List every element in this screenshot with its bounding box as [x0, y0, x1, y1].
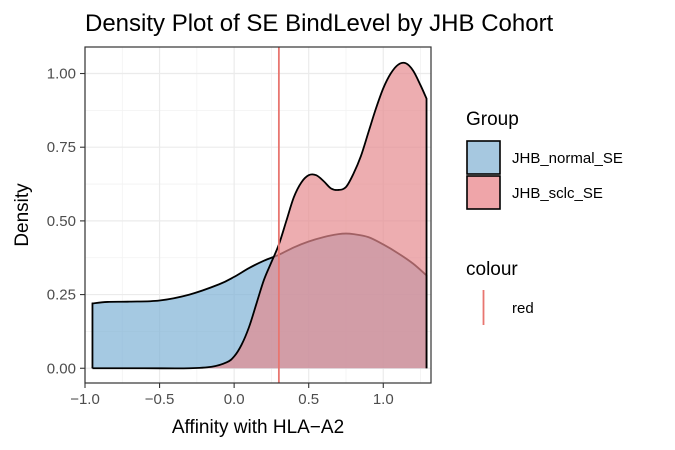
- y-axis-title: Density: [12, 183, 33, 247]
- x-tick-label: 0.0: [224, 391, 245, 408]
- x-tick-label: −0.5: [145, 391, 175, 408]
- x-tick-label: 1.0: [373, 391, 394, 408]
- panel-border: [84, 46, 432, 384]
- legend-key-normal: [466, 140, 501, 175]
- y-tick-label: 0.25: [47, 287, 76, 304]
- y-axis: 0.00 0.25 0.50 0.75 1.00: [47, 66, 85, 377]
- density-area-sclc: [92, 62, 427, 369]
- plot-panel: [84, 46, 432, 384]
- legend-title-colour: colour: [466, 259, 518, 280]
- legend-key-sclc: [466, 175, 501, 210]
- density-curve-sclc: [91, 61, 428, 370]
- x-axis-title: Affinity with HLA−A2: [172, 417, 344, 438]
- y-tick-label: 0.50: [47, 213, 76, 230]
- x-tick-label: −1.0: [70, 391, 100, 408]
- legend-label-sclc: JHB_sclc_SE: [512, 185, 603, 202]
- density-areas: [91, 61, 428, 370]
- chart-title: Density Plot of SE BindLevel by JHB Coho…: [85, 10, 554, 37]
- legend-label-normal: JHB_normal_SE: [512, 150, 623, 167]
- legend-colour: colour red: [466, 259, 534, 325]
- x-tick-label: 0.5: [298, 391, 319, 408]
- legend-group: Group JHB_normal_SE JHB_sclc_SE: [466, 109, 623, 210]
- y-tick-label: 0.00: [47, 360, 76, 377]
- x-axis: −1.0 −0.5 0.0 0.5 1.0: [70, 383, 394, 408]
- y-tick-label: 1.00: [47, 66, 76, 83]
- legend-label-red: red: [512, 300, 534, 317]
- y-tick-label: 0.75: [47, 139, 76, 156]
- legend-title-group: Group: [466, 109, 519, 130]
